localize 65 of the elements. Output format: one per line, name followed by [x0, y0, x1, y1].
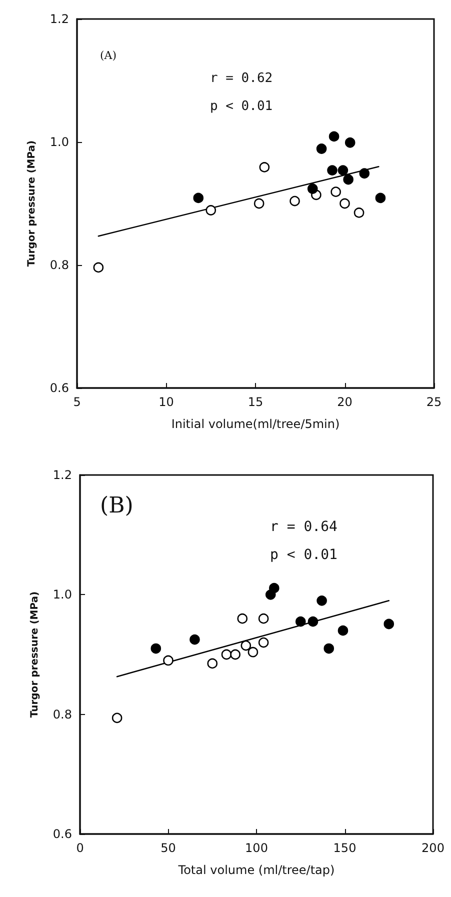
y-tick-label: 0.8 [52, 707, 72, 722]
point [207, 658, 218, 669]
point [206, 205, 216, 216]
point [221, 649, 232, 660]
x-axis-title: Initial volume(ml/tree/5min) [171, 417, 340, 431]
y-tick-label: 1.0 [52, 588, 72, 602]
point [290, 196, 300, 206]
point [112, 712, 122, 724]
point [384, 618, 394, 630]
x-tick-label: 150 [333, 841, 356, 855]
point [327, 165, 338, 176]
point [248, 646, 258, 658]
y-tick-label: 1.2 [50, 12, 69, 26]
point [308, 616, 318, 627]
point [230, 649, 240, 660]
annotation: r = 0.62 [210, 71, 273, 86]
point [344, 137, 356, 148]
point [193, 192, 204, 204]
point [258, 637, 269, 648]
point [324, 643, 334, 654]
point [259, 162, 270, 172]
y-tick-label: 0.6 [50, 381, 69, 395]
x-tick-label: 15 [248, 395, 264, 409]
point [340, 198, 350, 209]
point [307, 184, 318, 194]
point [258, 613, 269, 624]
point [240, 640, 252, 651]
y-tick-label: 1.0 [50, 135, 69, 149]
annotation: r = 0.64 [270, 519, 338, 535]
point [237, 613, 248, 624]
point [338, 165, 348, 176]
annotation: p < 0.01 [270, 547, 338, 563]
x-tick-label: 50 [160, 841, 176, 855]
point [190, 634, 200, 645]
x-tick-label: 0 [76, 841, 84, 855]
annotation: (B) [100, 494, 134, 518]
point [316, 596, 327, 606]
x-tick-label: 10 [158, 395, 174, 409]
x-tick-label: 25 [426, 395, 442, 409]
annotation: (A) [100, 49, 117, 62]
y-axis-title: Turgor pressure (MPa) [26, 140, 38, 267]
point [93, 262, 104, 273]
point [338, 625, 348, 636]
x-tick-label: 20 [337, 395, 352, 409]
point [316, 144, 327, 154]
x-tick-label: 200 [422, 841, 444, 855]
point [269, 582, 280, 594]
point [343, 174, 354, 185]
point [328, 131, 340, 142]
y-tick-label: 0.6 [52, 827, 72, 841]
x-axis-title: Total volume (ml/tree/tap) [177, 863, 335, 877]
point [375, 192, 386, 204]
point [295, 616, 306, 627]
point [254, 198, 264, 209]
point [330, 186, 341, 197]
x-tick-label: 100 [245, 841, 268, 855]
point [359, 168, 370, 179]
y-axis-title: Turgor pressure (MPa) [30, 591, 40, 718]
x-tick-label: 5 [73, 395, 81, 409]
y-tick-label: 1.2 [52, 468, 72, 482]
point [150, 643, 162, 654]
point [354, 208, 364, 218]
point [163, 655, 174, 666]
y-tick-label: 0.8 [50, 258, 69, 272]
annotation: p < 0.01 [210, 99, 273, 114]
